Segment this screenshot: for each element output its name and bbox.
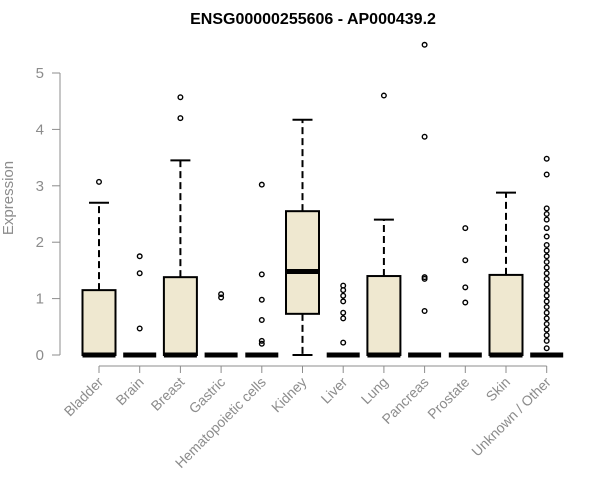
box-prostate (448, 225, 482, 358)
outlier-point (177, 115, 184, 122)
outlier-point (177, 94, 184, 101)
box-liver (326, 282, 360, 358)
outlier-point (543, 155, 550, 162)
outlier-point (258, 340, 265, 347)
plot-area (81, 41, 564, 358)
outlier-point (421, 274, 428, 281)
outlier-point (543, 320, 550, 327)
outlier-point (543, 171, 550, 178)
outlier-point (543, 332, 550, 339)
y-tick-label: 3 (36, 178, 44, 195)
outlier-point (543, 247, 550, 254)
y-axis: 0 1 2 3 4 5 (36, 65, 61, 364)
x-tick-label: Skin (483, 374, 514, 405)
box-bladder (81, 178, 117, 358)
outlier-point (543, 298, 550, 305)
outlier-point (462, 284, 469, 291)
y-tick-label: 2 (36, 234, 44, 251)
outlier-point (340, 298, 347, 305)
x-tick-label: Lung (358, 374, 391, 407)
outlier-point (543, 292, 550, 299)
outlier-point (421, 308, 428, 315)
box-brain (123, 253, 157, 358)
box-lung (366, 92, 402, 358)
y-axis-label: Expression (0, 161, 17, 235)
outlier-point (421, 133, 428, 140)
outlier-point (543, 315, 550, 322)
outlier-point (543, 345, 550, 352)
outlier-point (218, 294, 225, 301)
outlier-point (340, 339, 347, 346)
chart-title: ENSG00000255606 - AP000439.2 (190, 11, 436, 28)
outlier-point (258, 181, 265, 188)
x-tick-label: Brain (112, 374, 146, 408)
outlier-point (136, 270, 143, 277)
y-tick-label: 0 (36, 347, 44, 364)
outlier-point (258, 271, 265, 278)
outlier-point (543, 326, 550, 333)
outlier-point (543, 242, 550, 249)
box-skin (488, 191, 524, 358)
outlier-point (543, 264, 550, 271)
outlier-point (543, 304, 550, 311)
x-tick-label: Prostate (424, 374, 472, 422)
outlier-point (340, 292, 347, 299)
y-tick-label: 1 (36, 291, 44, 308)
box-breast (162, 94, 198, 358)
box-iqr (162, 276, 198, 356)
x-tick-label: Breast (148, 374, 188, 414)
outlier-point (340, 309, 347, 316)
outlier-point (543, 337, 550, 344)
outlier-point (462, 225, 469, 232)
box-iqr (81, 289, 117, 357)
outlier-point (380, 92, 387, 99)
outlier-point (258, 317, 265, 324)
box-kidney (285, 118, 320, 356)
outlier-point (543, 210, 550, 217)
outlier-point (258, 296, 265, 303)
outlier-point (462, 257, 469, 264)
box-iqr (488, 273, 524, 356)
x-tick-label: Kidney (268, 374, 310, 416)
x-tick-label: Liver (318, 374, 351, 407)
outlier-point (95, 178, 102, 185)
outlier-point (340, 282, 347, 289)
outlier-point (543, 205, 550, 212)
box-unknown-other (530, 155, 564, 358)
outlier-point (543, 309, 550, 316)
outlier-point (136, 253, 143, 260)
outlier-point (543, 270, 550, 277)
outlier-point (462, 299, 469, 306)
outlier-point (136, 325, 143, 332)
y-tick-label: 5 (36, 65, 44, 82)
box-gastric (204, 291, 238, 358)
outlier-point (543, 225, 550, 232)
outlier-point (543, 258, 550, 265)
x-tick-label: Bladder (61, 374, 107, 420)
box-hematopoietic-cells (245, 181, 279, 358)
outlier-point (543, 275, 550, 282)
outlier-point (543, 216, 550, 223)
box-iqr (366, 275, 402, 357)
outlier-point (218, 291, 225, 298)
box-pancreas (408, 41, 442, 358)
outlier-point (421, 41, 428, 48)
y-tick-label: 4 (36, 121, 44, 138)
outlier-point (258, 337, 265, 344)
outlier-point (340, 315, 347, 322)
outlier-point (543, 287, 550, 294)
box-iqr (285, 210, 320, 315)
outlier-point (543, 253, 550, 260)
outlier-point (543, 233, 550, 240)
outlier-point (543, 281, 550, 288)
